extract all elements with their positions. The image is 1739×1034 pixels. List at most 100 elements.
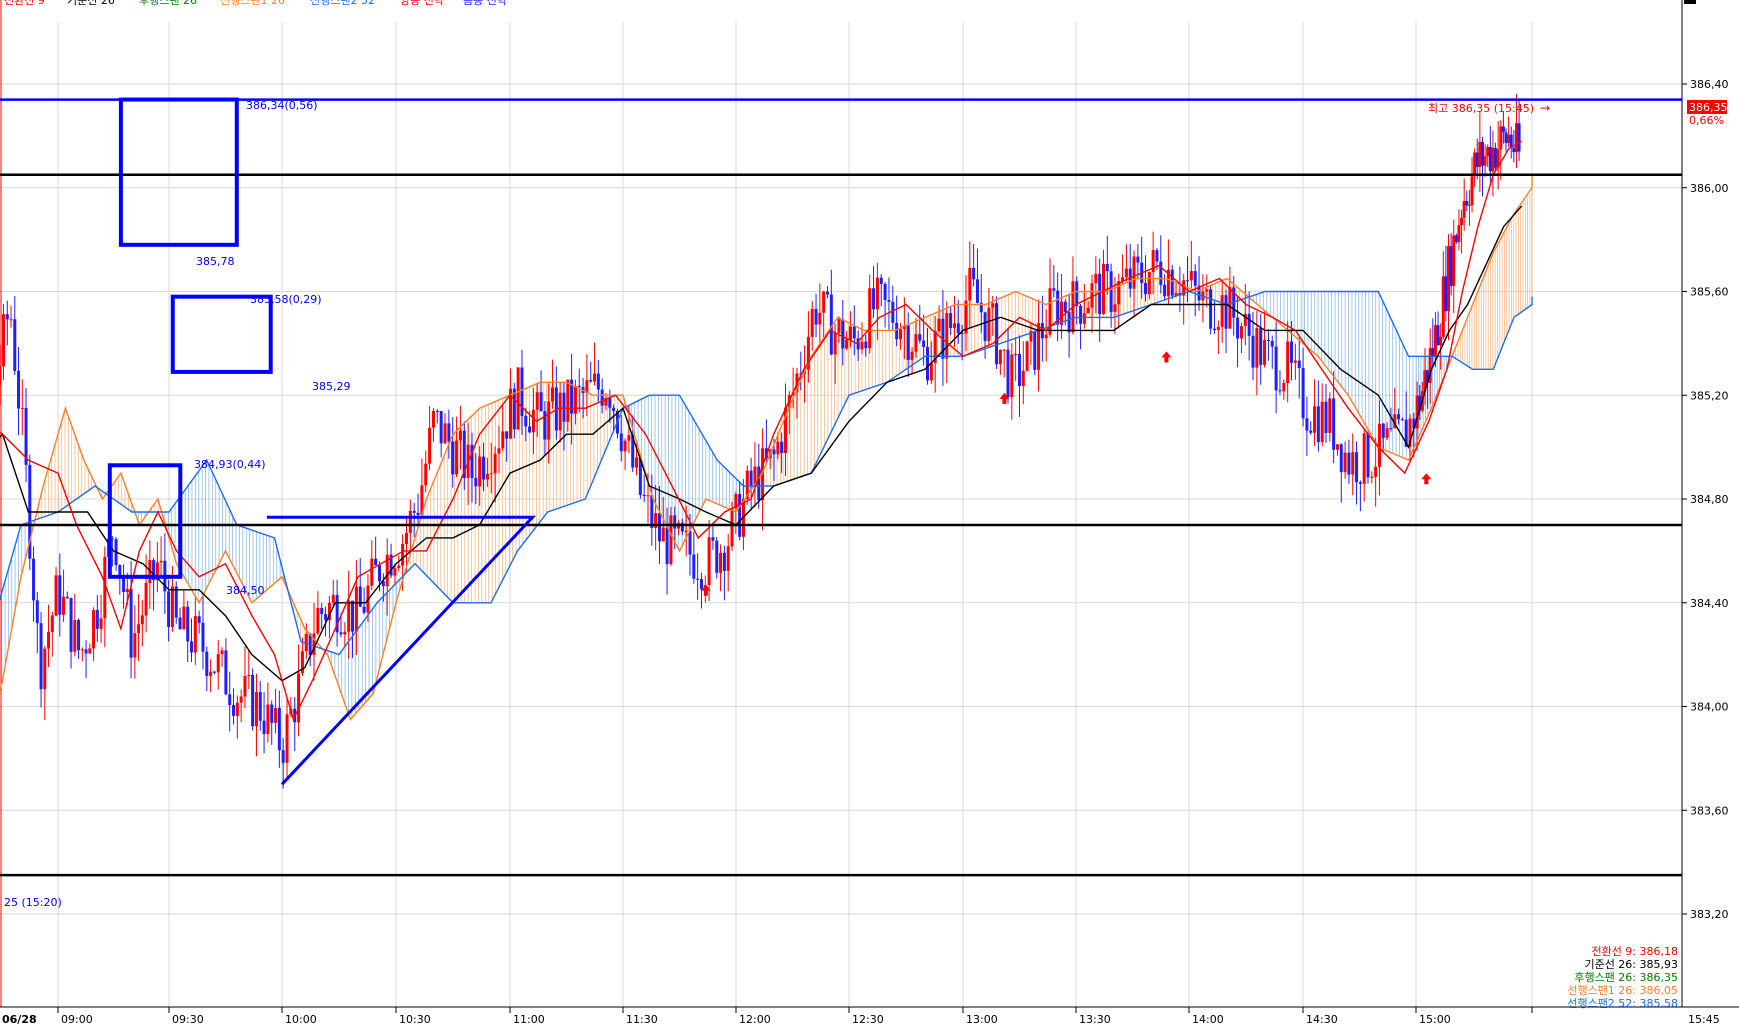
candle-up	[509, 388, 513, 439]
candle-down	[1444, 276, 1448, 312]
candle-up	[99, 618, 103, 629]
candle-up	[1335, 444, 1339, 450]
candle-down	[638, 457, 642, 495]
price-tag-label: 386,35	[1689, 101, 1728, 114]
candle-up	[719, 552, 723, 573]
candle-up	[573, 386, 577, 414]
candle-down	[1431, 348, 1435, 357]
candle-down	[1404, 419, 1408, 447]
candle-down	[1274, 346, 1278, 391]
candle-up	[845, 339, 849, 349]
candle-up	[991, 303, 995, 308]
candle-up	[964, 300, 968, 334]
up-arrow-icon	[700, 584, 711, 596]
candle-down	[1136, 256, 1140, 263]
candle-down	[524, 415, 528, 427]
candle-up	[9, 319, 13, 321]
candle-down	[856, 338, 860, 350]
candle-up	[247, 674, 251, 677]
candle-up	[833, 332, 837, 355]
candle-up	[585, 380, 589, 394]
candle-up	[998, 349, 1002, 365]
time-tick-label: 11:30	[626, 1013, 658, 1026]
price-tick-label: 384,40	[1690, 597, 1729, 610]
candle-up	[1189, 271, 1193, 281]
time-tick-label: 13:30	[1079, 1013, 1111, 1026]
time-tick-label: 11:00	[513, 1013, 545, 1026]
candle-down	[451, 441, 455, 475]
legend-item: 전환선 9	[4, 0, 45, 7]
candle-down	[129, 589, 133, 658]
candle-up	[1457, 225, 1461, 243]
candle-up	[745, 470, 749, 499]
candle-down	[1259, 328, 1263, 365]
candle-up	[783, 407, 787, 454]
price-tag-pct: 0,66%	[1689, 114, 1724, 127]
candle-down	[738, 494, 742, 537]
candle-up	[478, 456, 482, 487]
box2-bottom-label: 385,29	[312, 380, 351, 393]
candle-up	[1491, 147, 1495, 172]
candle-up	[1205, 289, 1209, 292]
candle-down	[1355, 452, 1359, 483]
candle-up	[1370, 476, 1374, 478]
candle-up	[1507, 134, 1511, 143]
time-tick-label: 12:00	[739, 1013, 771, 1026]
candle-up	[1478, 141, 1482, 167]
user-drawings[interactable]	[0, 97, 1682, 877]
candle-down	[1212, 328, 1216, 331]
candle-up	[1082, 313, 1086, 324]
candle-up	[1460, 217, 1464, 226]
candle-down	[1079, 305, 1083, 324]
candle-up	[1255, 328, 1259, 368]
candle-up	[331, 594, 335, 603]
candle-up	[1121, 277, 1125, 282]
candle-up	[1320, 401, 1324, 443]
candle-down	[277, 707, 281, 751]
candle-up	[88, 648, 92, 654]
candle-down	[883, 283, 887, 300]
candle-up	[347, 600, 351, 632]
candle-down	[1247, 313, 1251, 336]
candle-down	[891, 301, 895, 323]
candle-up	[753, 466, 757, 486]
candle-down	[1316, 406, 1320, 443]
candle-up	[137, 624, 141, 634]
legend-item: 후행스팬 26	[139, 0, 197, 7]
candle-down	[1251, 335, 1255, 368]
candle-down	[699, 579, 703, 590]
candle-up	[50, 615, 54, 633]
price-tick-label: 384,00	[1690, 701, 1729, 714]
candle-up	[501, 431, 505, 449]
candle-down	[1332, 398, 1336, 450]
candle-down	[1305, 418, 1309, 431]
candle-down	[1270, 340, 1274, 347]
box2-top-label: 385,58(0,29)	[250, 293, 322, 306]
candle-down	[1006, 349, 1010, 398]
candle-down	[1098, 273, 1102, 315]
candle-up	[1101, 264, 1105, 315]
candle-down	[122, 576, 126, 593]
candle-down	[960, 333, 964, 335]
candle-down	[1488, 147, 1492, 172]
candle-down	[631, 435, 635, 468]
candle-up	[193, 616, 197, 653]
candle-down	[642, 494, 646, 497]
candle-up	[1393, 414, 1397, 429]
candle-up	[734, 494, 738, 509]
price-tick-label: 384,80	[1690, 493, 1729, 506]
candle-down	[270, 704, 274, 723]
candle-up	[1351, 452, 1355, 475]
candle-down	[470, 444, 474, 478]
candle-up	[1452, 235, 1456, 286]
candle-down	[416, 512, 420, 515]
up-arrow-icon	[1161, 351, 1172, 363]
time-tick-label: 09:00	[61, 1013, 93, 1026]
candle-down	[13, 319, 17, 371]
price-tick-label: 386,40	[1690, 78, 1729, 91]
candle-up	[485, 473, 489, 480]
candle-down	[799, 373, 803, 375]
candle-down	[1063, 301, 1067, 313]
candle-down	[482, 456, 486, 480]
